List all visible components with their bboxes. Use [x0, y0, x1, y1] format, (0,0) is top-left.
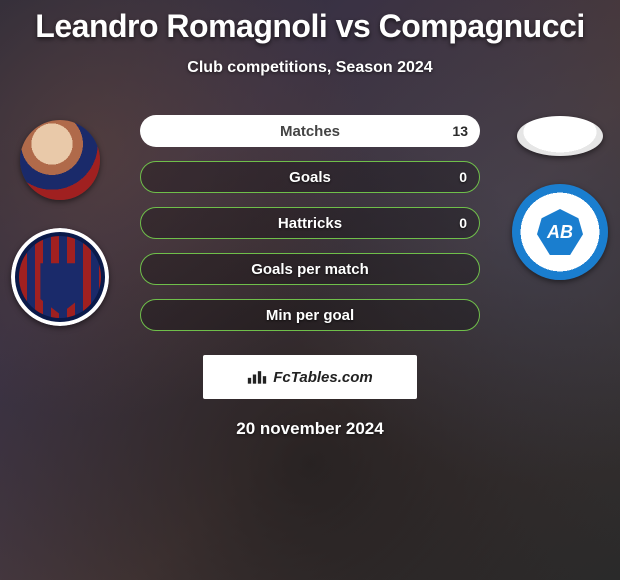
bar-chart-icon: [247, 369, 267, 385]
stat-row-goals: Goals 0: [140, 161, 480, 193]
page-title: Leandro Romagnoli vs Compagnucci: [0, 0, 620, 45]
stat-row-goals-per-match: Goals per match: [140, 253, 480, 285]
stat-row-min-per-goal: Min per goal: [140, 299, 480, 331]
left-player-avatar: [20, 120, 100, 200]
stat-label: Min per goal: [266, 307, 354, 324]
stat-right-value: 13: [452, 123, 468, 139]
left-player-column: [0, 120, 120, 326]
attribution-text: FcTables.com: [273, 369, 372, 386]
left-club-crest: [11, 228, 109, 326]
stat-label: Goals: [289, 169, 331, 186]
stat-label: Matches: [280, 123, 340, 140]
right-crest-monogram: AB: [547, 222, 573, 243]
attribution-badge: FcTables.com: [203, 355, 417, 399]
right-player-avatar: [517, 116, 603, 156]
stat-right-value: 0: [459, 169, 467, 185]
date-text: 20 november 2024: [0, 419, 620, 439]
right-player-column: AB: [500, 116, 620, 280]
stat-row-hattricks: Hattricks 0: [140, 207, 480, 239]
stat-label: Goals per match: [251, 261, 369, 278]
stat-right-value: 0: [459, 215, 467, 231]
subtitle: Club competitions, Season 2024: [0, 59, 620, 77]
right-club-crest: AB: [512, 184, 608, 280]
stat-label: Hattricks: [278, 215, 342, 232]
stat-row-matches: Matches 13: [140, 115, 480, 147]
stats-list: Matches 13 Goals 0 Hattricks 0 Goals per…: [140, 115, 480, 331]
